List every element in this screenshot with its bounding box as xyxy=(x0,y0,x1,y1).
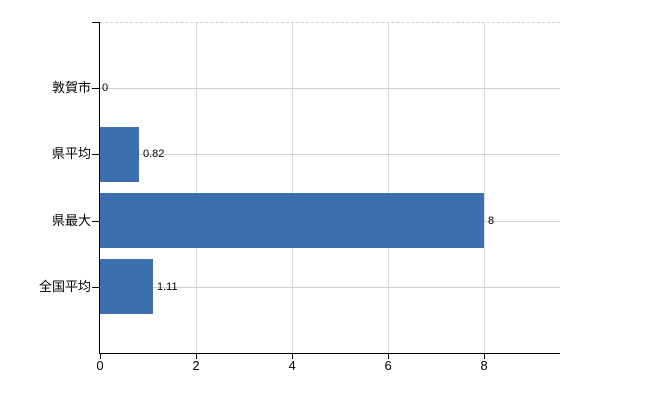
x-axis-tick xyxy=(100,354,101,359)
category-label: 敦賀市 xyxy=(51,80,91,95)
horizontal-gridline xyxy=(100,88,560,89)
bar xyxy=(100,259,153,314)
x-tick-label: 6 xyxy=(384,358,392,373)
vertical-gridline xyxy=(196,23,198,353)
x-axis-tick xyxy=(292,354,294,359)
bar-value-label: 8 xyxy=(488,215,495,227)
vertical-gridline xyxy=(484,23,486,353)
y-axis-tick xyxy=(92,154,99,155)
vertical-gridline xyxy=(292,23,294,353)
horizontal-gridline xyxy=(100,154,560,155)
x-axis xyxy=(99,353,560,354)
x-axis-tick xyxy=(388,354,390,359)
category-label: 県平均 xyxy=(51,146,91,161)
category-label: 全国平均 xyxy=(38,279,91,294)
bar-value-label: 0.82 xyxy=(143,148,165,160)
y-axis-tick xyxy=(92,221,99,222)
bar xyxy=(100,193,484,248)
bar xyxy=(100,127,139,182)
x-tick-label: 2 xyxy=(192,358,200,373)
x-tick-label: 4 xyxy=(288,358,296,373)
y-axis-tick xyxy=(92,287,99,288)
horizontal-gridline xyxy=(100,287,560,288)
x-axis-tick xyxy=(196,354,198,359)
y-axis-tick xyxy=(92,88,99,89)
y-axis-tick xyxy=(92,22,99,23)
vertical-gridline xyxy=(388,23,390,353)
x-tick-label: 8 xyxy=(480,358,488,373)
bar-value-label: 1.11 xyxy=(157,281,178,293)
x-axis-tick xyxy=(484,354,486,359)
bar-value-label: 0 xyxy=(102,82,109,94)
category-label: 県最大 xyxy=(51,213,91,228)
y-axis xyxy=(99,22,100,354)
plot-top-border xyxy=(100,22,560,23)
x-tick-label: 0 xyxy=(96,358,104,373)
